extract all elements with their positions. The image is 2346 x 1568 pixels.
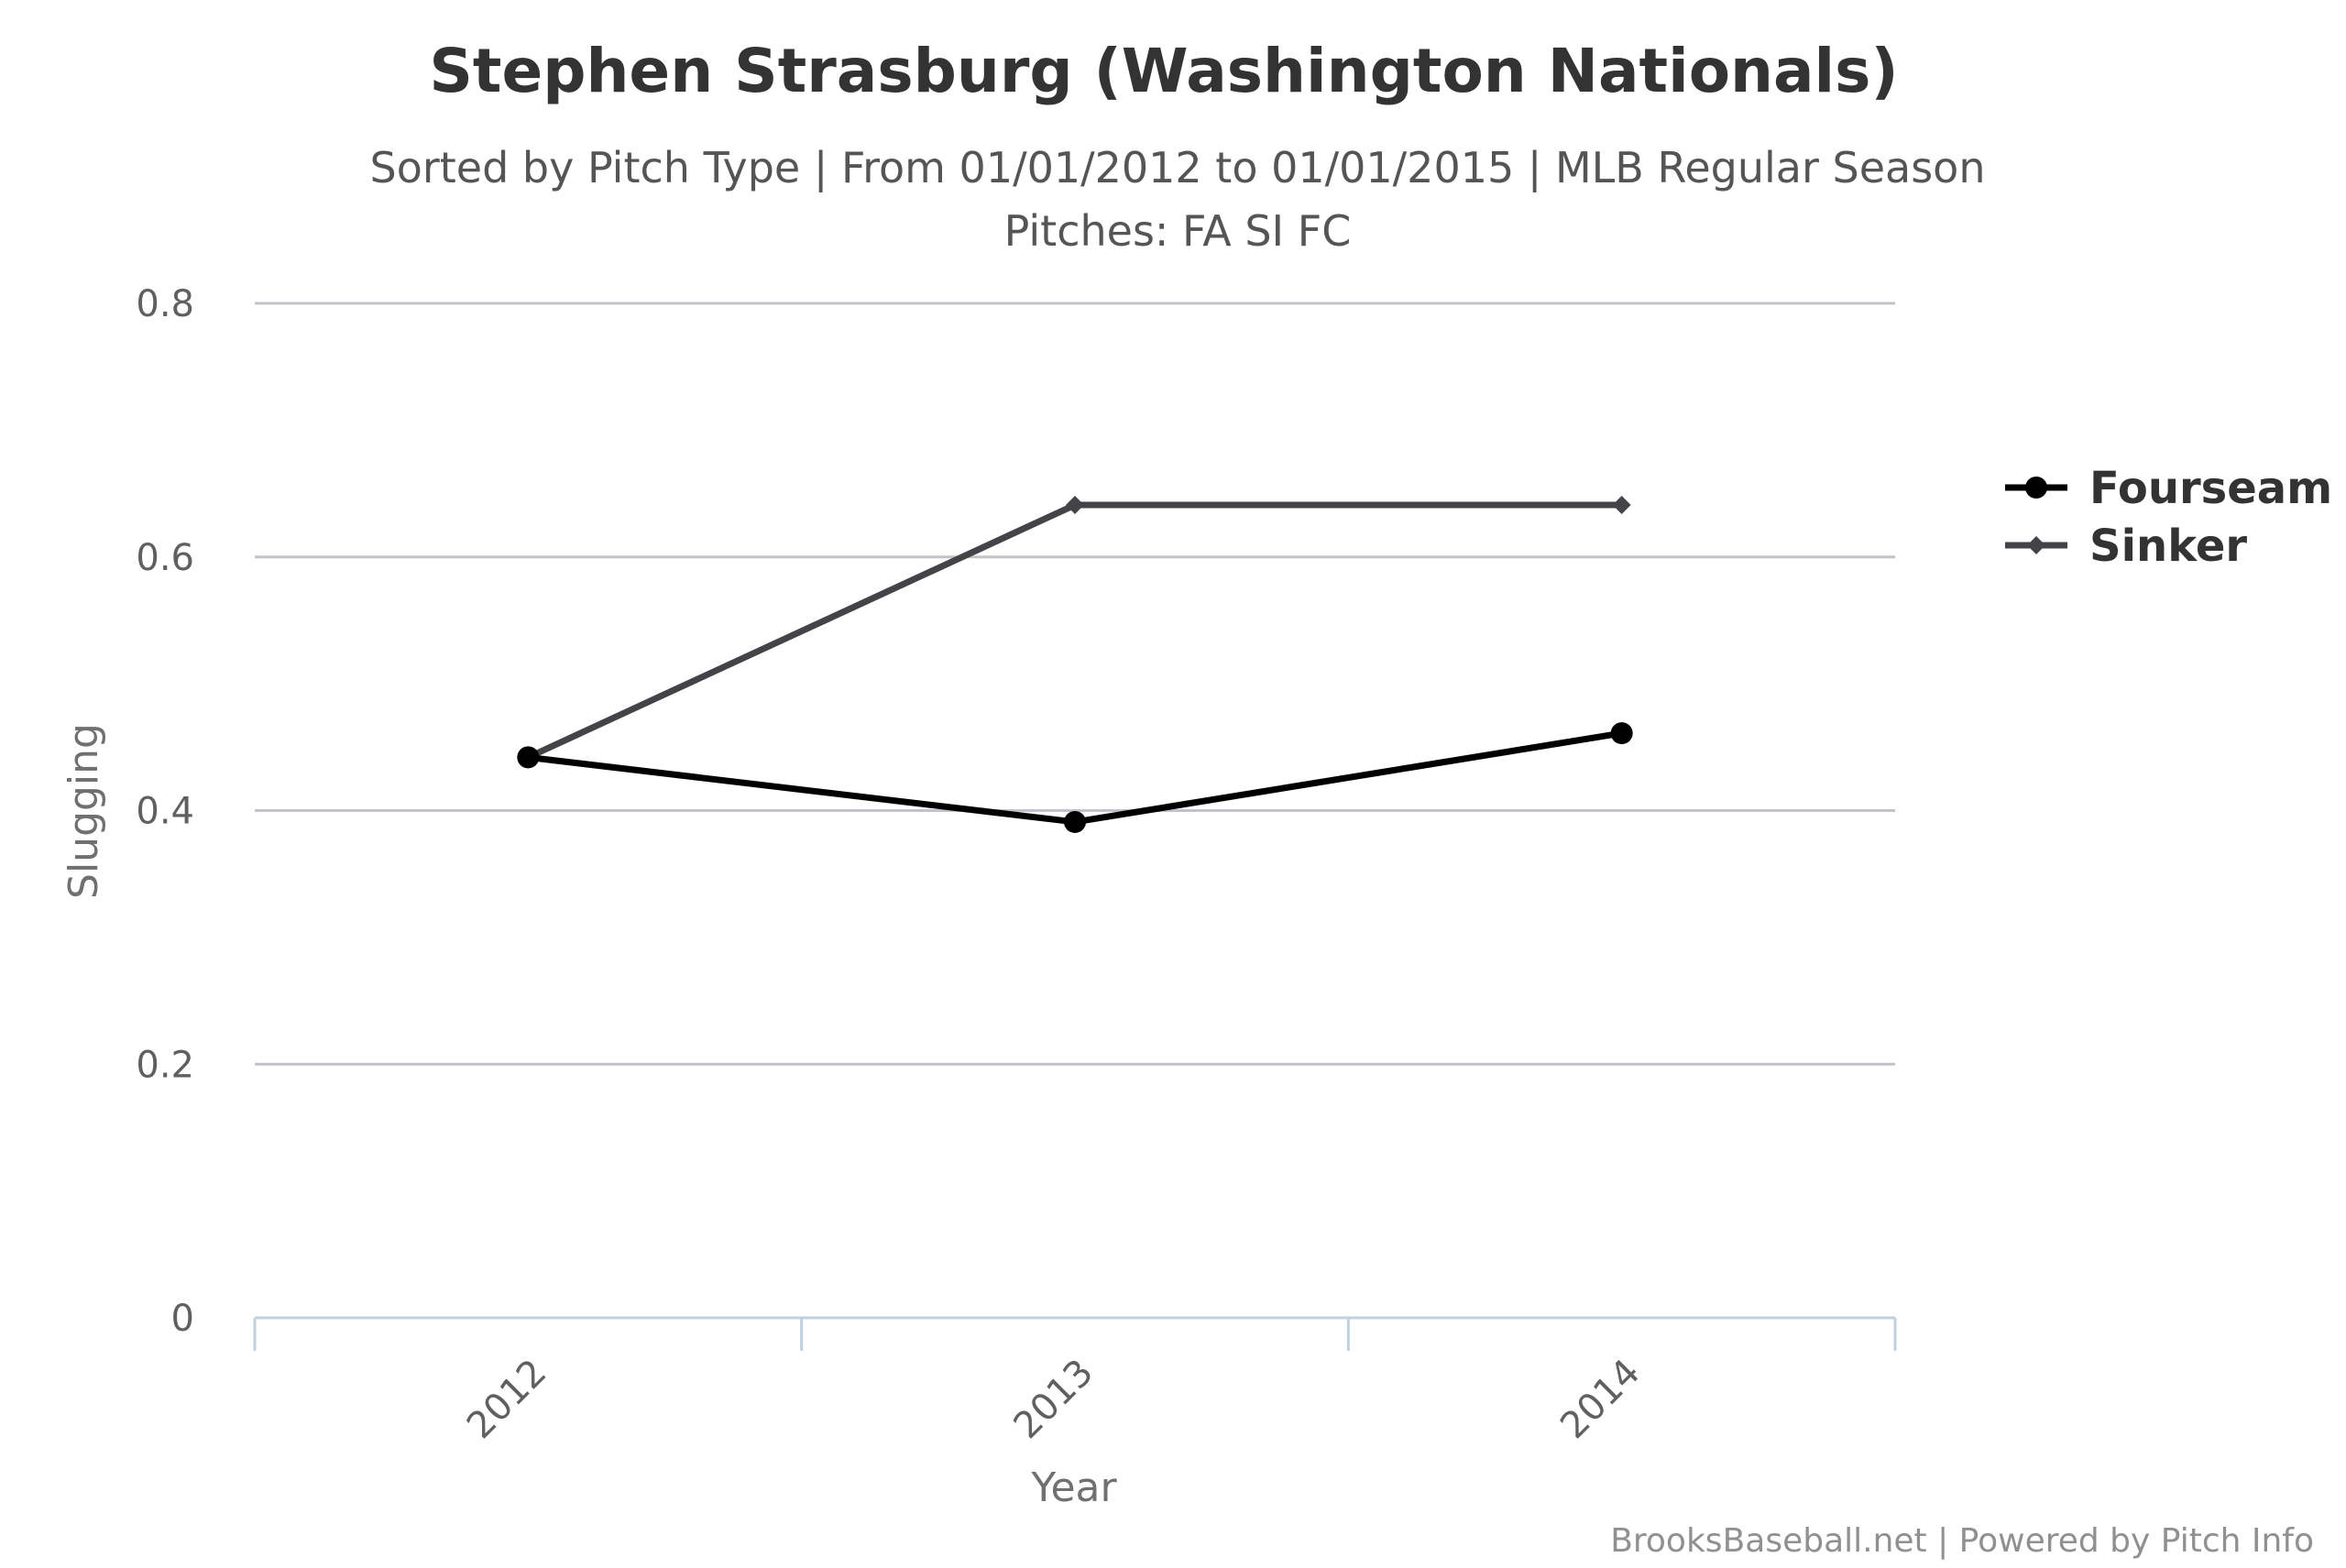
x-tick-label: 2012 [459,1352,555,1448]
legend-label-fourseam: Fourseam [2089,463,2332,514]
x-tick-label: 2013 [1006,1352,1102,1448]
grid-lines [255,302,1895,1066]
data-point-fourseam[interactable] [1610,722,1633,745]
data-point-sinker[interactable] [1612,496,1631,515]
series-line-sinker[interactable] [524,501,1626,761]
data-point-fourseam[interactable] [517,746,540,769]
x-tick-label: 2014 [1552,1352,1649,1448]
x-axis [253,1316,1897,1351]
data-point-sinker[interactable] [1066,496,1084,515]
series-lines [517,496,1633,833]
y-axis-ticks: 0 0.2 0.4 0.6 0.8 [136,283,194,1340]
x-axis-ticks: 2012 2013 2014 [459,1352,1649,1448]
y-axis-title: Slugging [60,723,107,899]
y-tick-label: 0.8 [136,283,194,325]
credits-text[interactable]: BrooksBaseball.net | Powered by Pitch In… [1610,1522,2314,1560]
x-axis-title: Year [1030,1464,1117,1511]
y-tick-label: 0.6 [136,537,194,579]
data-point-fourseam[interactable] [1064,810,1086,833]
chart-subtitle-line2: Pitches: FA SI FC [1004,206,1352,256]
y-tick-label: 0.4 [136,791,194,833]
legend[interactable]: Fourseam Sinker [2005,463,2332,572]
y-tick-label: 0 [171,1298,194,1340]
chart-subtitle-line1: Sorted by Pitch Type | From 01/01/2012 t… [370,143,1986,193]
legend-item-sinker[interactable]: Sinker [2005,521,2247,572]
series-line-fourseam[interactable] [524,729,1626,826]
legend-marker-fourseam [2025,477,2047,499]
legend-item-fourseam[interactable]: Fourseam [2005,463,2332,514]
legend-marker-sinker [2027,536,2045,554]
chart-title: Stephen Strasburg (Washington Nationals) [429,36,1898,106]
y-tick-label: 0.2 [136,1044,194,1086]
legend-label-sinker: Sinker [2089,521,2247,572]
